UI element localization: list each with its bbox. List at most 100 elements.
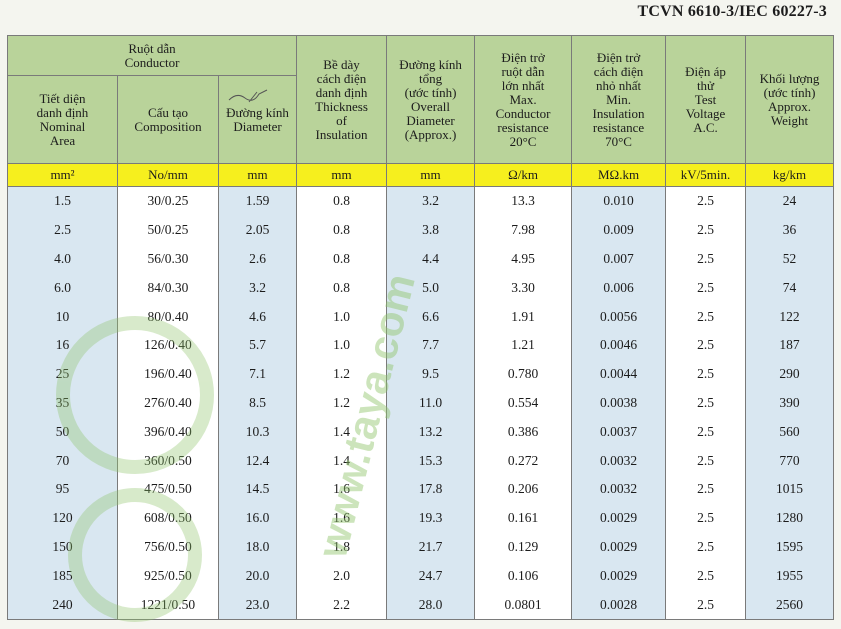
insulation-resistance-cell: 0.0056: [571, 302, 667, 331]
insulation-cell: 1.0: [296, 330, 388, 360]
overall-diameter-header: Đường kính tổng (ước tính) Overall Diameter(…: [386, 35, 476, 164]
insulation-resistance-cell: 0.006: [571, 273, 667, 303]
header-line: thử: [696, 77, 715, 93]
weight-cell: 74: [745, 273, 835, 303]
header-line: Bề dày: [323, 56, 360, 72]
overall-diameter-cell: 19.3: [386, 503, 476, 533]
conductor-resistance-cell: 7.98: [474, 215, 573, 245]
conductor-resistance-cell: 0.129: [474, 532, 573, 562]
test-voltage-cell: 2.5: [665, 532, 747, 562]
diameter-cell: 23.0: [217, 590, 298, 620]
area-cell: 185: [7, 561, 118, 591]
header-line: Khối lượng: [759, 70, 820, 86]
unit-cell: Ω/km: [474, 163, 573, 187]
diameter-cell: 2.6: [217, 244, 298, 274]
table-row: 25 196/0.40 7.1 1.2 9.5 0.780 0.0044 2.5 290: [7, 359, 835, 389]
test-voltage-cell: 2.5: [665, 330, 747, 360]
area-cell: 1.5: [7, 186, 118, 216]
nominal-area-header: Tiết diện danh định Nominal Area: [7, 75, 118, 164]
composition-cell: 276/0.40: [117, 388, 219, 418]
header-line: Đường kính: [399, 56, 462, 72]
insulation-cell: 1.2: [296, 359, 388, 389]
header-line: Điện trở: [501, 49, 545, 65]
test-voltage-cell: 2.5: [665, 417, 747, 447]
conductor-resistance-cell: 0.0801: [474, 590, 573, 620]
conductor-resistance-cell: 1.21: [474, 330, 573, 360]
nominal-area-text: Tiết diện danh định Nominal Area: [9, 90, 117, 150]
unit-cell: mm: [296, 163, 388, 187]
header-line: tổng: [418, 70, 443, 86]
diameter-cell: 4.6: [217, 302, 298, 331]
header-line: Composition: [134, 118, 202, 134]
standard-code: TCVN 6610-3/IEC 60227-3: [637, 3, 827, 20]
conductor-resistance-cell: 0.780: [474, 359, 573, 389]
header-line: Điện trở: [596, 49, 641, 65]
weight-cell: 290: [745, 359, 835, 389]
composition-cell: 925/0.50: [117, 561, 219, 591]
table-row: 185 925/0.50 20.0 2.0 24.7 0.106 0.0029 2.5 1955: [7, 561, 835, 591]
insulation-resistance-cell: 0.007: [571, 244, 667, 274]
diameter-cell: 12.4: [217, 446, 298, 475]
composition-cell: 360/0.50: [117, 446, 219, 475]
conductor-resistance-cell: 4.95: [474, 244, 573, 274]
insulation-resistance-cell: 0.0029: [571, 561, 667, 591]
header-line: danh định: [315, 84, 368, 100]
test-voltage-cell: 2.5: [665, 244, 747, 274]
area-cell: 4.0: [7, 244, 118, 274]
header-line: 20°C: [509, 133, 537, 149]
overall-diameter-cell: 6.6: [386, 302, 476, 331]
test-voltage-cell: 2.5: [665, 561, 747, 591]
insulation-cell: 1.6: [296, 474, 388, 504]
weight-cell: 36: [745, 215, 835, 245]
overall-diameter-cell: 24.7: [386, 561, 476, 591]
unit-cell: mm: [217, 163, 298, 187]
header-line: Overall: [411, 98, 451, 114]
conductor-resistance-cell: 0.554: [474, 388, 573, 418]
unit-cell: mm: [386, 163, 476, 187]
header-line: 70°C: [605, 133, 632, 149]
header-line: Conductor: [495, 105, 551, 121]
test-voltage-cell: 2.5: [665, 359, 747, 389]
test-voltage-header: Điện áp thử Test Voltage A.C.: [665, 35, 747, 164]
insulation-resistance-cell: 0.0044: [571, 359, 667, 389]
header-line: Max.: [509, 91, 537, 107]
header-line: Tiết diện: [39, 90, 86, 106]
conductor-header: Ruột dẫn Conductor: [6, 35, 298, 76]
overall-diameter-cell: 28.0: [386, 590, 476, 620]
test-voltage-cell: 2.5: [665, 388, 747, 418]
weight-cell: 770: [745, 446, 835, 475]
area-cell: 95: [7, 474, 118, 504]
header-line: cách điện: [316, 70, 367, 86]
cable-spec-table: Ruột dẫn Conductor Bề dày cách điện danh đị…: [6, 35, 835, 620]
conductor-resistance-cell: 0.272: [474, 446, 573, 475]
conductor-resistance-cell: 0.386: [474, 417, 573, 447]
conductor-resistance-cell: 3.30: [474, 273, 573, 303]
insulation-cell: 1.8: [296, 532, 388, 562]
approx-weight-header: Khối lượng (ước tính) Approx. Weight: [745, 35, 835, 164]
overall-diameter-cell: 13.2: [386, 417, 476, 447]
table-row: 120 608/0.50 16.0 1.6 19.3 0.161 0.0029 2.5 1280: [7, 503, 835, 533]
conductor-resistance-cell: 0.106: [474, 561, 573, 591]
table-row: 95 475/0.50 14.5 1.6 17.8 0.206 0.0032 2.5 1015: [7, 474, 835, 504]
insulation-resistance-cell: 0.0038: [571, 388, 667, 418]
header-line: A.C.: [693, 119, 718, 135]
diameter-cell: 20.0: [217, 561, 298, 591]
area-cell: 10: [7, 302, 118, 331]
pen-scribble-mark: [228, 89, 268, 102]
composition-cell: 396/0.40: [117, 417, 219, 447]
insulation-resistance-cell: 0.0037: [571, 417, 667, 447]
composition-cell: 84/0.30: [117, 273, 219, 303]
overall-diameter-cell: 7.7: [386, 330, 476, 360]
area-cell: 150: [7, 532, 118, 562]
insulation-resistance-cell: 0.010: [571, 186, 667, 216]
weight-cell: 390: [745, 388, 835, 418]
weight-cell: 52: [745, 244, 835, 274]
insulation-cell: 1.0: [296, 302, 388, 331]
header-line: resistance: [497, 119, 549, 135]
header-line: Cấu tạo: [147, 104, 189, 120]
weight-cell: 1595: [745, 532, 835, 562]
table-row: 6.0 84/0.30 3.2 0.8 5.0 3.30 0.006 2.5 74: [7, 273, 835, 303]
header-line: Test: [694, 91, 717, 107]
header-line: Area: [49, 132, 76, 148]
area-cell: 6.0: [7, 273, 118, 303]
